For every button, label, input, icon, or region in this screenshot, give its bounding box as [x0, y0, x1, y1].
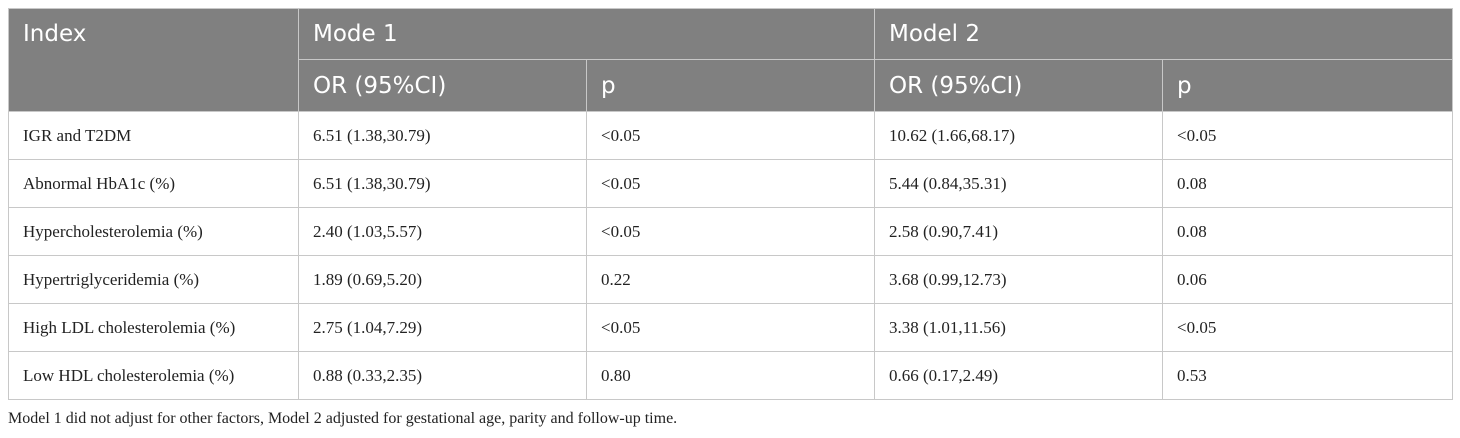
table-footnote: Model 1 did not adjust for other factors… — [8, 410, 678, 427]
cell-index: Abnormal HbA1c (%) — [8, 159, 299, 208]
cell-index: Hypercholesterolemia (%) — [8, 207, 299, 256]
header-model-1: Mode 1 — [298, 8, 875, 60]
results-table: Index Mode 1 Model 2 OR (95%CI) p OR (95… — [8, 8, 1454, 400]
cell-model1-p: <0.05 — [586, 159, 875, 208]
header-row-2: OR (95%CI) p OR (95%CI) p — [9, 59, 1454, 112]
cell-index: Low HDL cholesterolemia (%) — [8, 351, 299, 400]
cell-model2-p: 0.08 — [1161, 207, 1454, 256]
cell-index: High LDL cholesterolemia (%) — [8, 303, 299, 352]
header-row-1: Index Mode 1 Model 2 — [8, 8, 1454, 112]
table-header: Index Mode 1 Model 2 OR (95%CI) p OR (95… — [8, 8, 1454, 112]
cell-model2-p: <0.05 — [1161, 303, 1454, 352]
header-model2-p: p — [1161, 59, 1454, 112]
table-body: IGR and T2DM 6.51 (1.38,30.79) <0.05 10.… — [8, 111, 1454, 400]
cell-model1-or: 0.88 (0.33,2.35) — [298, 351, 587, 400]
cell-model1-p: 0.22 — [586, 255, 875, 304]
cell-model1-or: 2.75 (1.04,7.29) — [298, 303, 587, 352]
cell-model2-p: <0.05 — [1161, 111, 1454, 160]
cell-model1-or: 6.51 (1.38,30.79) — [298, 111, 587, 160]
cell-index: IGR and T2DM — [8, 111, 299, 160]
cell-model1-p: <0.05 — [586, 303, 875, 352]
header-model-2: Model 2 — [873, 8, 1454, 60]
results-table-container: Index Mode 1 Model 2 OR (95%CI) p OR (95… — [8, 8, 1454, 400]
cell-model2-p: 0.08 — [1161, 159, 1454, 208]
table-row: High LDL cholesterolemia (%) 2.75 (1.04,… — [8, 303, 1454, 352]
cell-model2-or: 5.44 (0.84,35.31) — [874, 159, 1163, 208]
cell-model1-or: 1.89 (0.69,5.20) — [298, 255, 587, 304]
cell-model2-or: 3.68 (0.99,12.73) — [874, 255, 1163, 304]
cell-model1-or: 2.40 (1.03,5.57) — [298, 207, 587, 256]
cell-model2-p: 0.06 — [1161, 255, 1454, 304]
header-model1-p: p — [586, 59, 875, 112]
table-row: Abnormal HbA1c (%) 6.51 (1.38,30.79) <0.… — [8, 159, 1454, 208]
cell-model2-or: 0.66 (0.17,2.49) — [874, 351, 1163, 400]
table-row: Hypercholesterolemia (%) 2.40 (1.03,5.57… — [8, 207, 1454, 256]
cell-model2-or: 3.38 (1.01,11.56) — [874, 303, 1163, 352]
cell-model1-p: <0.05 — [586, 207, 875, 256]
table-row: Low HDL cholesterolemia (%) 0.88 (0.33,2… — [8, 351, 1454, 400]
header-model1-or: OR (95%CI) — [298, 59, 587, 112]
cell-model1-or: 6.51 (1.38,30.79) — [298, 159, 587, 208]
table-row: Hypertriglyceridemia (%) 1.89 (0.69,5.20… — [8, 255, 1454, 304]
header-index: Index — [8, 8, 299, 112]
table-row: IGR and T2DM 6.51 (1.38,30.79) <0.05 10.… — [8, 111, 1454, 160]
cell-index: Hypertriglyceridemia (%) — [8, 255, 299, 304]
cell-model1-p: 0.80 — [586, 351, 875, 400]
cell-model2-p: 0.53 — [1161, 351, 1454, 400]
cell-model2-or: 2.58 (0.90,7.41) — [874, 207, 1163, 256]
cell-model2-or: 10.62 (1.66,68.17) — [874, 111, 1163, 160]
header-model2-or: OR (95%CI) — [874, 59, 1163, 112]
cell-model1-p: <0.05 — [586, 111, 875, 160]
